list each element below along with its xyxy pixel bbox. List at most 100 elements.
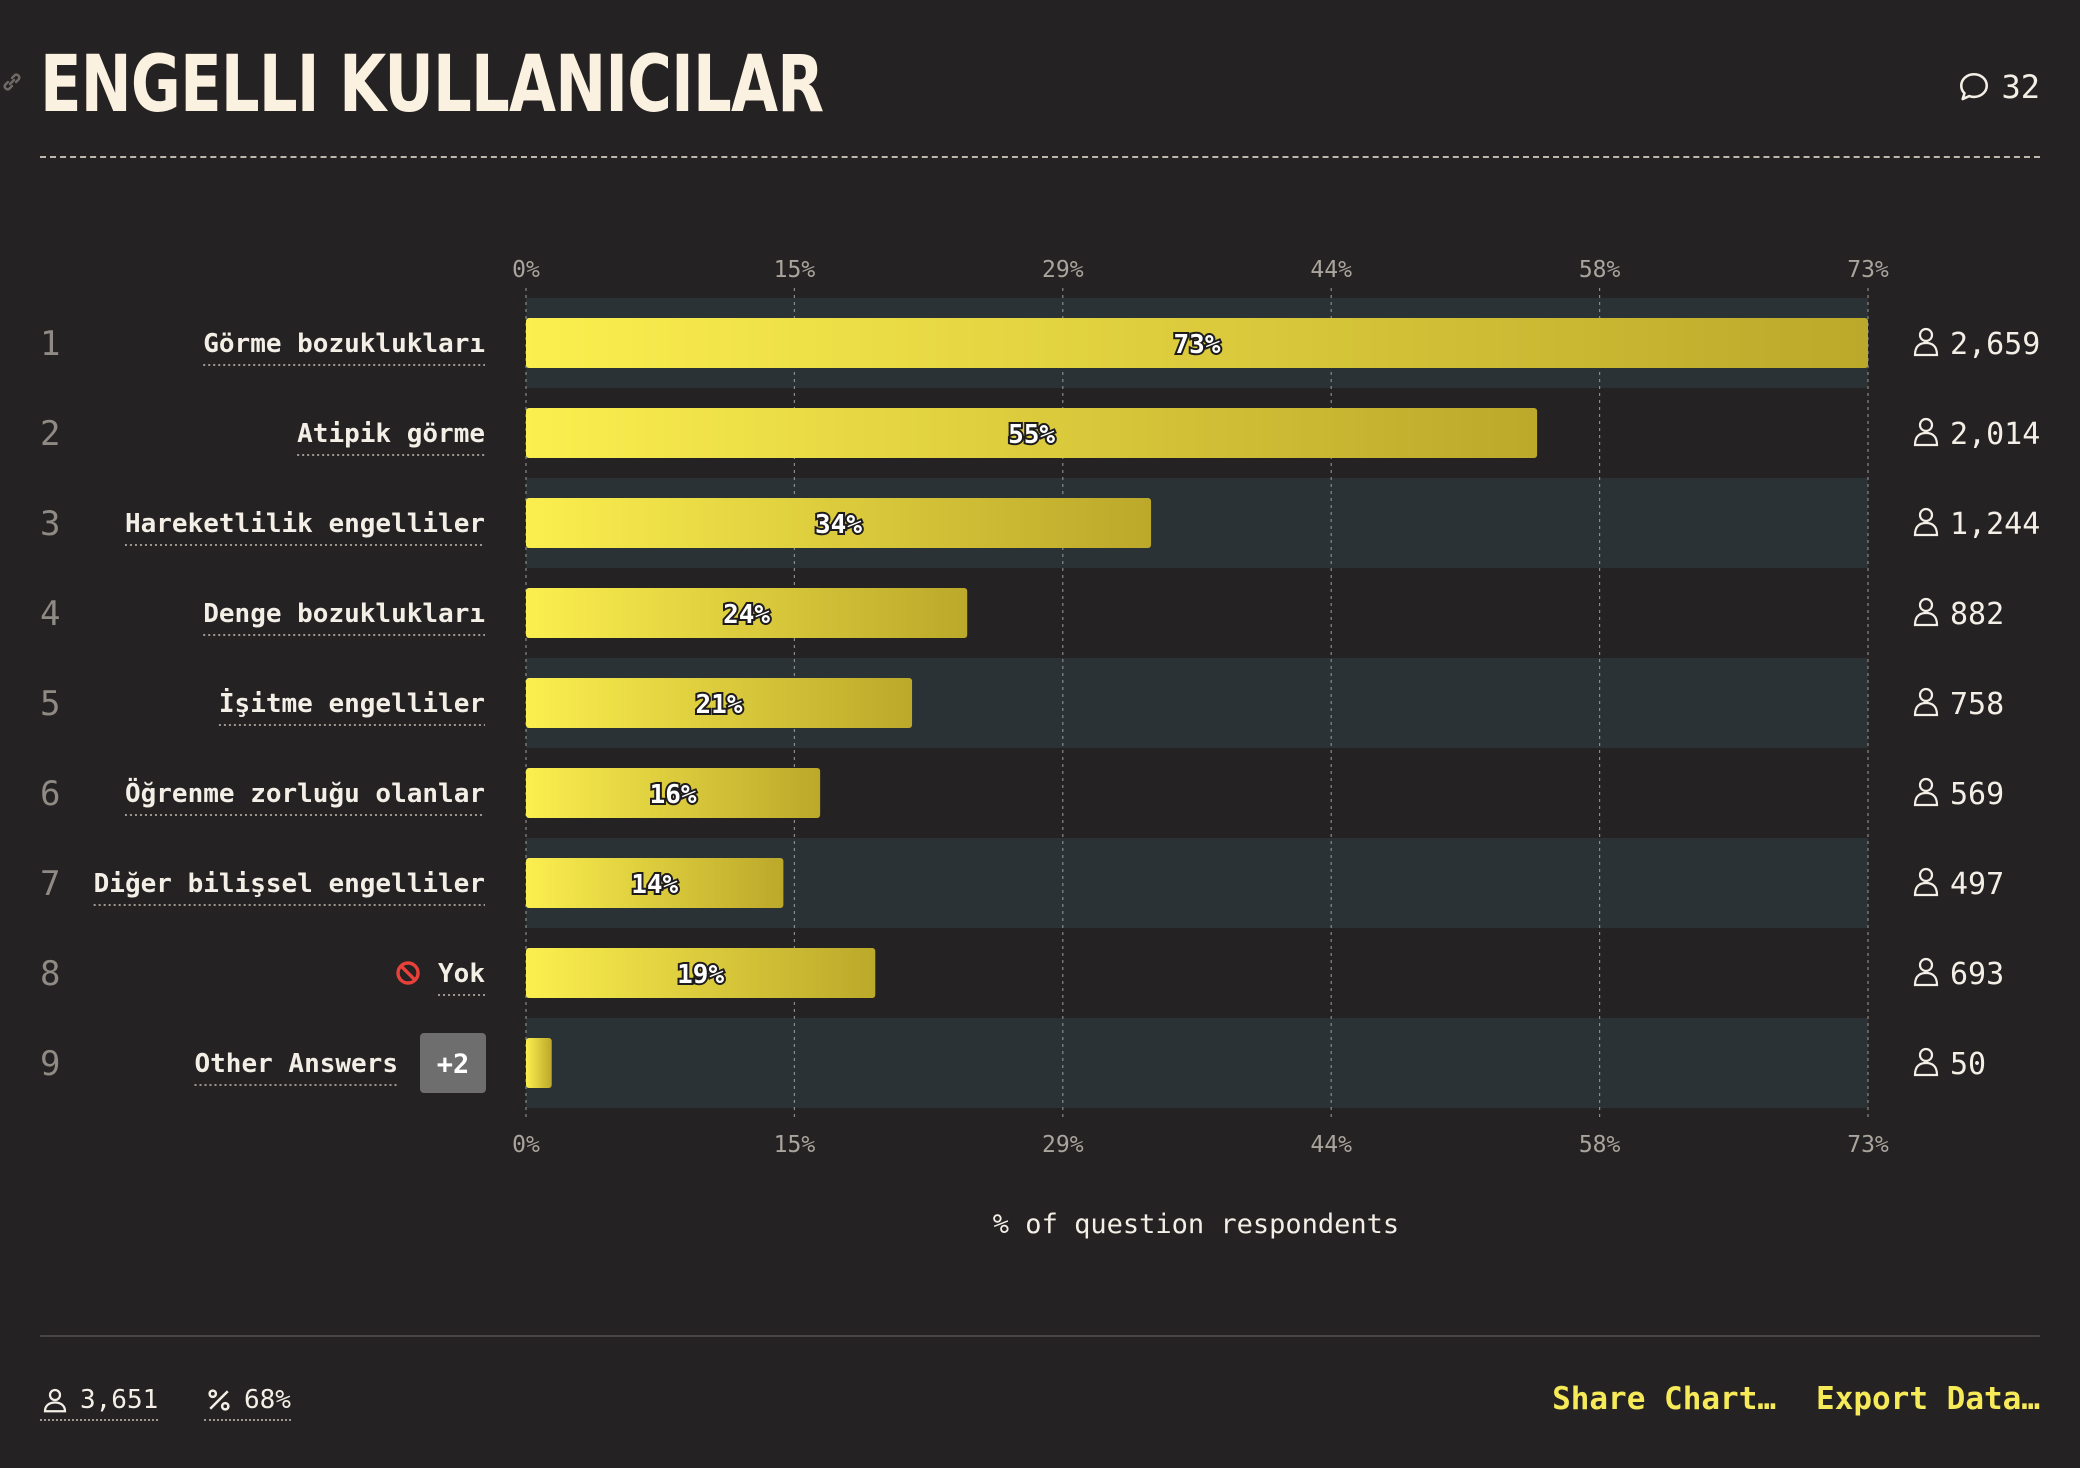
row-rank: 6 [40, 774, 60, 814]
bar-value-label: 19% [677, 960, 724, 990]
export-data-button[interactable]: Export Data… [1816, 1381, 2040, 1417]
bar-value-label: 55% [1008, 420, 1055, 450]
row-count: 2,659 [1950, 327, 2040, 362]
share-chart-button[interactable]: Share Chart… [1552, 1381, 1777, 1417]
bar-value-label: 16% [650, 780, 697, 810]
x-tick-label-bottom: 0% [512, 1132, 540, 1158]
row-rank: 2 [40, 414, 60, 454]
x-tick-label-bottom: 15% [774, 1132, 816, 1158]
chart-footer: 3,651 68% Share Chart… Export Data… [40, 1335, 2040, 1421]
other-answers-badge-bg [420, 1033, 486, 1093]
row-label[interactable]: Atipik görme [297, 419, 485, 449]
bar [526, 768, 821, 818]
chart-header: ENGELLI KULLANICILAR 32 [3, 40, 2040, 158]
user-icon-body [1913, 701, 1939, 717]
user-icon [1913, 867, 1939, 897]
user-icon-head [1918, 597, 1934, 613]
user-icon-head [1918, 327, 1934, 343]
user-icon-head [1918, 1047, 1934, 1063]
user-icon-body [1913, 431, 1939, 447]
user-icon-body [1913, 1061, 1939, 1077]
row-count: 758 [1950, 687, 2004, 722]
row-count: 882 [1950, 597, 2004, 632]
x-tick-label-bottom: 58% [1579, 1132, 1621, 1158]
x-tick-label-bottom: 73% [1847, 1132, 1889, 1158]
row-rank: 4 [40, 594, 60, 634]
respondents-count: 3,651 [80, 1385, 159, 1415]
respondents-stat[interactable]: 3,651 [40, 1385, 159, 1421]
row-count: 693 [1950, 957, 2004, 992]
x-axis-label: % of question respondents [993, 1209, 1399, 1240]
x-tick-label-top: 15% [774, 257, 816, 283]
x-tick-label-top: 73% [1847, 257, 1889, 283]
row-label[interactable]: Öğrenme zorluğu olanlar [125, 776, 485, 809]
x-tick-label-bottom: 29% [1042, 1132, 1084, 1158]
bar-value-label: 73% [1174, 330, 1221, 360]
user-icon-body [1913, 881, 1939, 897]
row-count: 2,014 [1950, 417, 2040, 452]
row-count: 497 [1950, 867, 2004, 902]
row-rank: 8 [40, 954, 60, 994]
percent-stat[interactable]: 68% [204, 1385, 291, 1421]
user-icon-head [1918, 867, 1934, 883]
user-icon-body [1913, 611, 1939, 627]
row-rank: 3 [40, 504, 60, 544]
user-icon [1913, 597, 1939, 627]
user-icon-body [1913, 791, 1939, 807]
user-icon-head [1918, 507, 1934, 523]
user-icon-body [1913, 341, 1939, 357]
user-icon [1913, 417, 1939, 447]
row-count: 569 [1950, 777, 2004, 812]
x-tick-label-top: 0% [512, 257, 540, 283]
bar-chart: 73% 55% 34% 24% 21% 16% 14% 19% 1 Görme bozukluk… [40, 257, 2040, 1240]
no-entry-slash [399, 964, 417, 982]
x-tick-label-top: 44% [1310, 257, 1352, 283]
row-band [526, 1018, 1868, 1108]
row-label[interactable]: Yok [438, 959, 485, 989]
row-label[interactable]: Diğer bilişsel engelliler [94, 869, 485, 899]
user-icon [1913, 327, 1939, 357]
bar [526, 408, 1538, 458]
chart-title: ENGELLI KULLANICILAR [40, 40, 824, 130]
user-icon-head [1918, 417, 1934, 433]
comment-icon [1960, 72, 1989, 101]
link-icon[interactable] [0, 70, 24, 94]
row-count: 1,244 [1950, 507, 2040, 542]
user-icon [1913, 777, 1939, 807]
row-rank: 1 [40, 324, 60, 364]
row-label[interactable]: Görme bozuklukları [203, 329, 485, 359]
x-tick-label-top: 29% [1042, 257, 1084, 283]
row-rank: 9 [40, 1044, 60, 1084]
row-label[interactable]: İşitme engelliler [219, 687, 485, 719]
user-icon [1913, 957, 1939, 987]
bar [526, 678, 913, 728]
user-icon [1913, 507, 1939, 537]
bar-value-label: 24% [723, 600, 770, 630]
user-icon-head [1918, 777, 1934, 793]
comments-button[interactable]: 32 [1957, 68, 2040, 106]
percent-value: 68% [244, 1385, 291, 1415]
comment-count: 32 [2001, 68, 2040, 106]
row-label[interactable]: Hareketlilik engelliler [125, 509, 485, 539]
user-icon [43, 1388, 67, 1413]
row-label[interactable]: Other Answers [195, 1049, 399, 1079]
no-entry-icon [396, 961, 420, 985]
row-label[interactable]: Denge bozuklukları [203, 599, 485, 629]
user-icon-head [1918, 957, 1934, 973]
row-rank: 5 [40, 684, 60, 724]
percent-icon [208, 1389, 230, 1411]
x-tick-label-bottom: 44% [1310, 1132, 1352, 1158]
user-icon-head [1918, 687, 1934, 703]
bar [526, 1038, 552, 1088]
bar [526, 318, 1868, 368]
user-icon-body [1913, 971, 1939, 987]
bar-value-label: 14% [631, 870, 678, 900]
no-entry-circle [396, 961, 420, 985]
bar-value-label: 21% [696, 690, 743, 720]
user-icon-body [1913, 521, 1939, 537]
bar [526, 948, 876, 998]
bar-value-label: 34% [815, 510, 862, 540]
bar [526, 498, 1152, 548]
bar [526, 588, 968, 638]
user-icon [1913, 1047, 1939, 1077]
